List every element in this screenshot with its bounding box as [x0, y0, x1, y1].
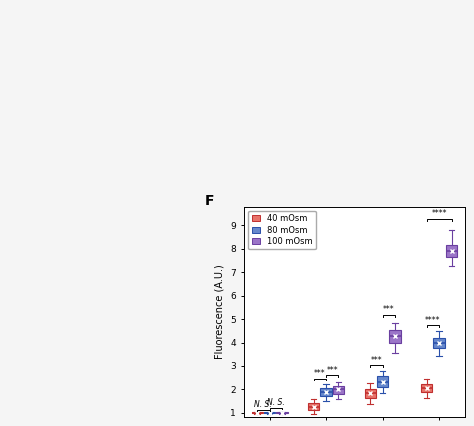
Text: ***: ***	[371, 356, 382, 365]
Text: N. S.: N. S.	[267, 398, 284, 407]
PathPatch shape	[365, 389, 376, 397]
Text: ***: ***	[383, 305, 394, 314]
Y-axis label: Fluorescence (A.U.): Fluorescence (A.U.)	[214, 265, 225, 360]
PathPatch shape	[252, 412, 263, 413]
PathPatch shape	[434, 338, 445, 348]
PathPatch shape	[308, 403, 319, 411]
Text: N. S.: N. S.	[255, 400, 272, 409]
PathPatch shape	[276, 412, 288, 413]
Text: ****: ****	[425, 316, 441, 325]
Legend: 40 mOsm, 80 mOsm, 100 mOsm: 40 mOsm, 80 mOsm, 100 mOsm	[248, 211, 316, 250]
PathPatch shape	[446, 245, 457, 257]
PathPatch shape	[264, 412, 275, 413]
Text: ****: ****	[431, 209, 447, 218]
Text: F: F	[204, 194, 214, 208]
PathPatch shape	[377, 377, 388, 386]
PathPatch shape	[320, 388, 332, 396]
PathPatch shape	[390, 330, 401, 343]
Text: ***: ***	[327, 366, 338, 375]
Text: ***: ***	[314, 369, 326, 378]
PathPatch shape	[421, 384, 432, 392]
PathPatch shape	[333, 386, 344, 394]
